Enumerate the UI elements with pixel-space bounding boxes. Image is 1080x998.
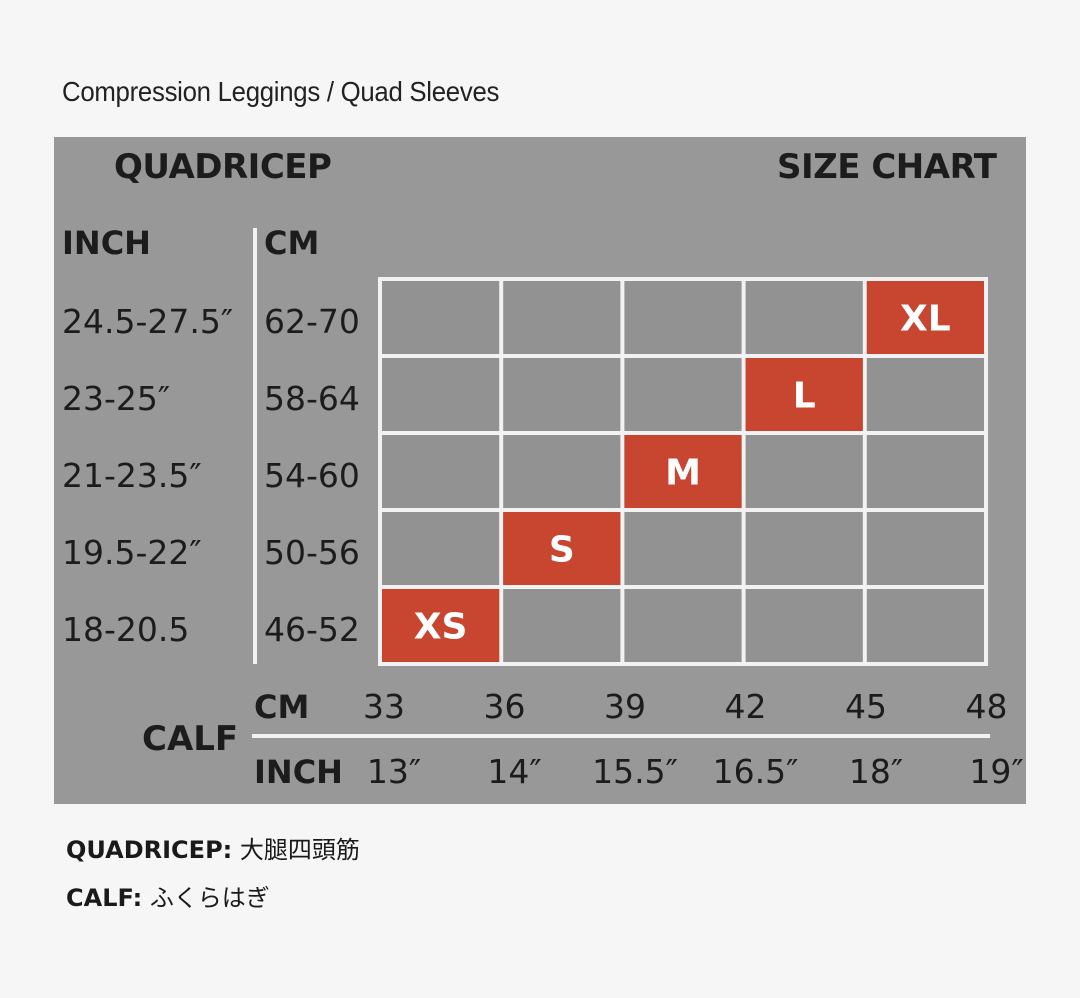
grid-cell: [503, 589, 621, 662]
x-tick-cm: 33: [363, 687, 405, 726]
row-label-cm: 62-70: [264, 302, 360, 341]
grid-cell: [382, 435, 500, 508]
x-tick-inch: 19″: [969, 752, 1023, 791]
note-key: QUADRICEP:: [66, 836, 233, 864]
grid-cell: [745, 512, 863, 585]
row-label-cm: 46-52: [264, 610, 360, 649]
calf-cm-header: CM: [254, 688, 310, 726]
grid-cell: [382, 358, 500, 431]
horizontal-divider: [252, 734, 990, 738]
quad-cm-header: CM: [264, 224, 320, 262]
x-tick-cm: 36: [484, 687, 526, 726]
size-cell-xs: [382, 589, 500, 662]
grid-cell: [866, 589, 984, 662]
row-label-inch: 19.5-22″: [62, 533, 202, 572]
size-cell-m: [624, 435, 742, 508]
x-tick-inch: 15.5″: [592, 752, 678, 791]
vertical-divider: [253, 228, 257, 664]
x-tick-cm: 42: [725, 687, 767, 726]
x-tick-cm: 45: [845, 687, 887, 726]
row-label-inch: 23-25″: [62, 379, 171, 418]
grid-cell: [503, 281, 621, 354]
row-label-inch: 24.5-27.5″: [62, 302, 234, 341]
grid-cell: [382, 512, 500, 585]
x-tick-cm: 39: [604, 687, 646, 726]
grid-cell: [503, 435, 621, 508]
size-label-m: M: [665, 453, 701, 494]
calf-label: CALF: [142, 719, 239, 759]
page-title: Compression Leggings / Quad Sleeves: [62, 76, 500, 107]
size-label-xl: XL: [900, 299, 951, 340]
row-label-inch: 21-23.5″: [62, 456, 202, 495]
grid-cell: [382, 281, 500, 354]
size-cell-s: [503, 512, 621, 585]
calf-inch-header: INCH: [254, 753, 343, 791]
quad-inch-header: INCH: [62, 224, 151, 262]
x-tick-inch: 14″: [487, 752, 541, 791]
grid-cell: [624, 358, 742, 431]
row-label-cm: 58-64: [264, 379, 360, 418]
grid-cell: [624, 512, 742, 585]
note-value: 大腿四頭筋: [239, 836, 360, 864]
grid-cell: [624, 589, 742, 662]
size-cell-xl: [866, 281, 984, 354]
grid-cell: [866, 512, 984, 585]
grid-cell: [745, 281, 863, 354]
row-label-cm: 54-60: [264, 456, 360, 495]
grid-cell: [503, 358, 621, 431]
note-calf: CALF: ふくらはぎ: [66, 878, 270, 913]
note-quadricep: QUADRICEP: 大腿四頭筋: [66, 830, 360, 865]
size-label-xs: XS: [414, 607, 468, 648]
size-cell-l: [745, 358, 863, 431]
grid-cell: [866, 358, 984, 431]
x-tick-inch: 13″: [367, 752, 421, 791]
grid-cell: [745, 435, 863, 508]
x-tick-cm: 48: [966, 687, 1008, 726]
note-value: ふくらはぎ: [149, 884, 270, 912]
size-label-s: S: [549, 530, 575, 571]
x-tick-inch: 16.5″: [713, 752, 799, 791]
size-label-l: L: [793, 376, 816, 417]
size-chart-header: SIZE CHART: [777, 147, 997, 187]
note-key: CALF:: [66, 884, 143, 912]
row-label-inch: 18-20.5: [62, 610, 190, 649]
grid-cell: [866, 435, 984, 508]
x-tick-inch: 18″: [849, 752, 903, 791]
quadricep-header: QUADRICEP: [114, 147, 332, 187]
grid-cell: [624, 281, 742, 354]
grid-cell: [745, 589, 863, 662]
row-label-cm: 50-56: [264, 533, 360, 572]
